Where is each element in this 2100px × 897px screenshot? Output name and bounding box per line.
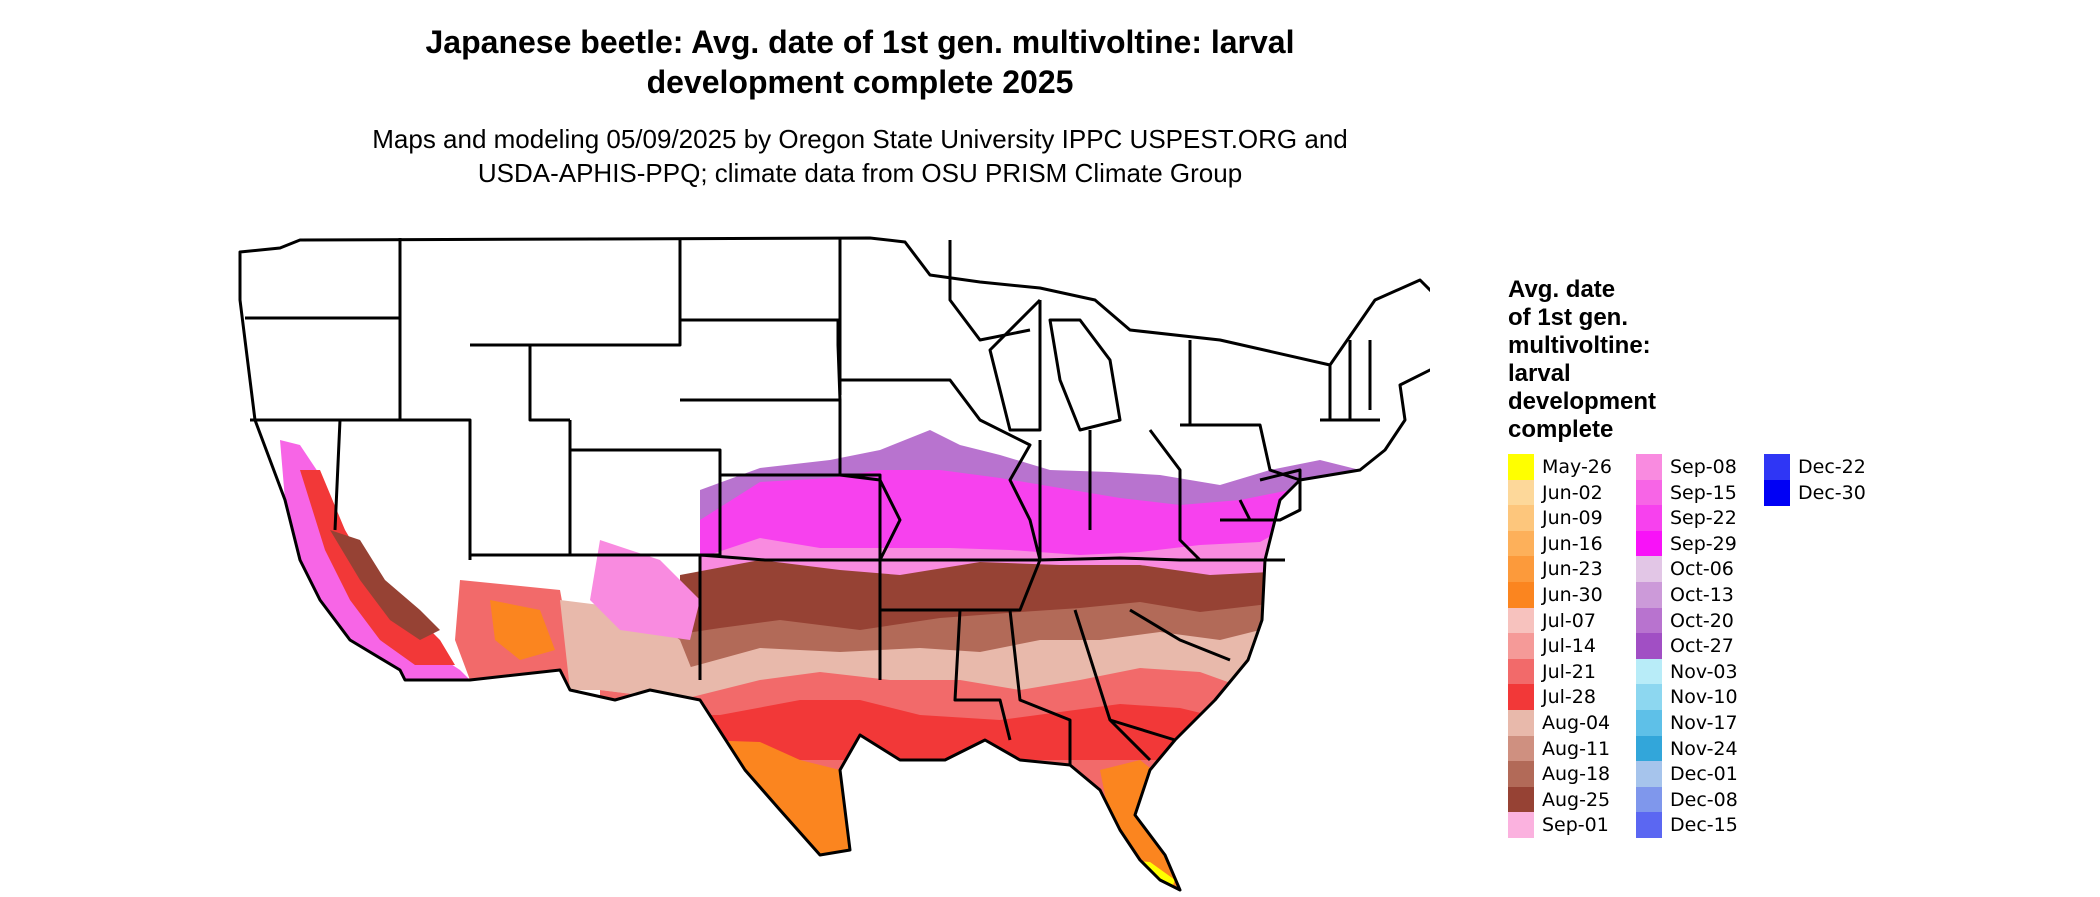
legend-label: Jun-30 [1542, 584, 1603, 606]
legend-label: Jul-21 [1542, 660, 1596, 683]
legend-swatch [1508, 761, 1534, 788]
legend-label: Nov-10 [1670, 686, 1738, 709]
legend-label: Oct-27 [1670, 635, 1734, 658]
legend-label: Jul-14 [1542, 635, 1596, 658]
legend-swatch [1508, 735, 1534, 762]
legend-swatch [1508, 684, 1534, 711]
legend-label: Oct-13 [1670, 584, 1734, 606]
legend-swatch [1636, 454, 1662, 480]
legend-swatch [1508, 582, 1534, 608]
map-subtitle-line-1: Maps and modeling 05/09/2025 by Oregon S… [372, 124, 1348, 154]
legend-label: Sep-08 [1670, 456, 1737, 478]
legend-label: Nov-03 [1670, 660, 1738, 683]
us-map-svg [238, 236, 1472, 892]
legend-swatch [1636, 710, 1662, 736]
state-boundaries [238, 236, 1472, 892]
legend-label: Dec-08 [1670, 788, 1738, 811]
legend-label: Oct-20 [1670, 609, 1734, 632]
legend-swatch [1508, 710, 1534, 736]
legend-label: Oct-06 [1670, 558, 1734, 581]
us-map [230, 222, 1472, 892]
legend-label: Sep-15 [1670, 481, 1737, 504]
legend-label: Sep-01 [1542, 814, 1609, 837]
legend-label: Sep-29 [1670, 532, 1737, 555]
legend-label: Sep-22 [1670, 507, 1737, 530]
legend-swatch [1636, 479, 1662, 506]
legend-label: Nov-17 [1670, 712, 1738, 734]
legend-swatch [1508, 479, 1534, 506]
legend-swatch [1636, 761, 1662, 788]
legend-swatch [1636, 633, 1662, 660]
legend-swatch [1508, 505, 1534, 532]
legend-swatch [1508, 530, 1534, 557]
legend-label: Dec-01 [1670, 763, 1738, 786]
legend-swatch [1636, 735, 1662, 762]
legend-swatch [1508, 607, 1534, 634]
legend-label: Jun-02 [1542, 481, 1603, 504]
legend-swatch [1636, 607, 1662, 634]
legend-swatch [1636, 658, 1662, 685]
legend-label: Aug-11 [1542, 737, 1611, 760]
legend-label: Nov-24 [1670, 737, 1738, 760]
shaded-zones [240, 238, 1470, 890]
map-subtitle: Maps and modeling 05/09/2025 by Oregon S… [330, 122, 1390, 190]
map-title: Japanese beetle: Avg. date of 1st gen. m… [330, 22, 1390, 102]
legend-swatch [1508, 633, 1534, 660]
map-subtitle-line-2: USDA-APHIS-PPQ; climate data from OSU PR… [477, 158, 1243, 188]
legend-label: Dec-15 [1670, 814, 1738, 837]
legend-label: Aug-04 [1542, 712, 1611, 734]
legend-swatch [1508, 556, 1534, 583]
legend-swatch [1764, 454, 1790, 480]
legend-swatch [1636, 582, 1662, 608]
legend-swatch [1636, 530, 1662, 557]
legend-swatch [1508, 658, 1534, 685]
legend-label: Jun-16 [1542, 532, 1603, 555]
map-title-line-2: development complete 2025 [646, 64, 1074, 100]
legend-swatch [1508, 812, 1534, 839]
map-title-line-1: Japanese beetle: Avg. date of 1st gen. m… [425, 24, 1295, 60]
legend-swatch [1636, 786, 1662, 813]
legend-title: Avg. date of 1st gen. multivoltine: larv… [1508, 276, 1657, 443]
legend-swatch [1636, 812, 1662, 839]
legend-label: Dec-30 [1798, 481, 1866, 504]
legend-label: Jun-23 [1542, 558, 1603, 581]
legend-swatch [1636, 505, 1662, 532]
legend-label: May-26 [1542, 456, 1612, 478]
legend-swatch [1764, 479, 1790, 506]
legend-label: Dec-22 [1798, 456, 1866, 478]
legend-label: Aug-25 [1542, 788, 1611, 811]
legend: Avg. date of 1st gen. multivoltine: larv… [1508, 276, 1968, 839]
legend-swatch [1636, 556, 1662, 583]
legend-swatch [1636, 684, 1662, 711]
legend-label: Jul-28 [1542, 686, 1596, 709]
legend-label: Jul-07 [1542, 609, 1596, 632]
legend-label: Jun-09 [1542, 507, 1603, 530]
legend-swatch [1508, 786, 1534, 813]
legend-swatch [1508, 454, 1534, 480]
legend-items: May-26 Jun-02 Jun-09 Jun-16 Jun-23 Jun-30 Jul-… [1508, 454, 1968, 854]
legend-label: Aug-18 [1542, 763, 1611, 786]
